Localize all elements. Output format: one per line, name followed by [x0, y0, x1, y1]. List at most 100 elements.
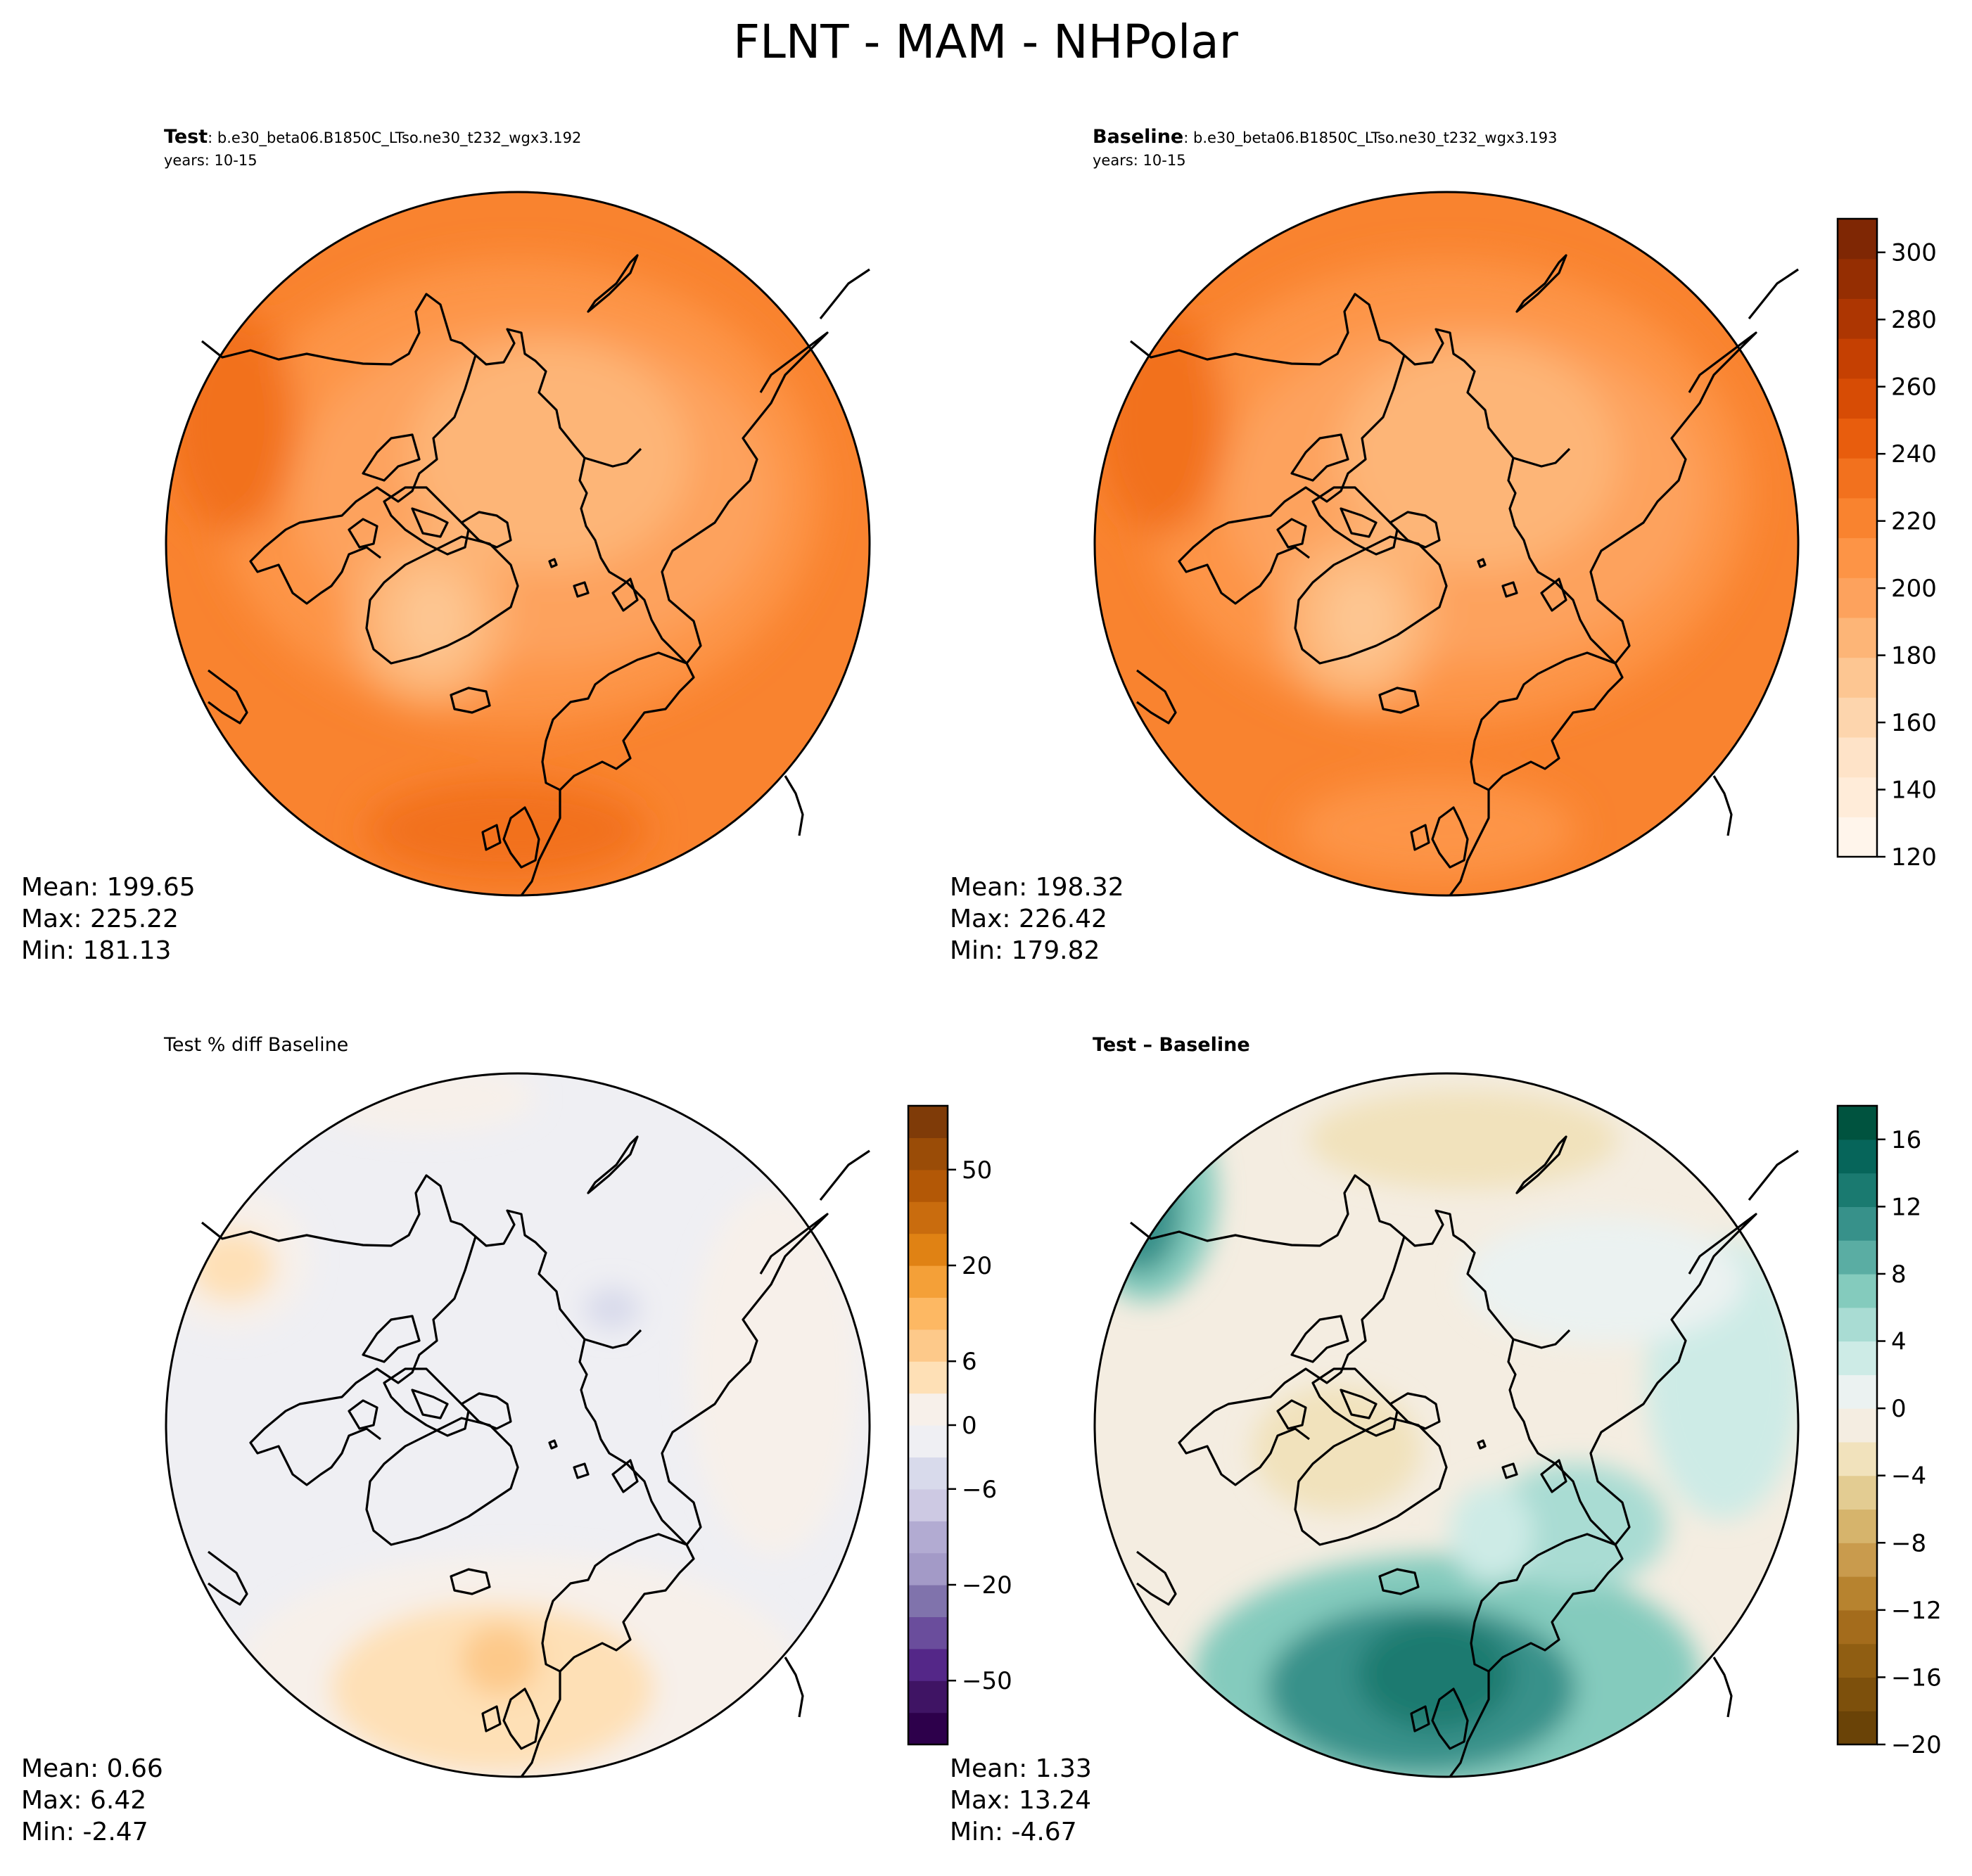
colorbar-pct-swatch — [908, 1361, 948, 1394]
colorbar-diff-swatch — [1838, 1643, 1877, 1678]
colorbar-diff-tick-label: −4 — [1891, 1462, 1926, 1491]
panel-pct-diff-min: Min: -2.47 — [21, 1818, 148, 1846]
colorbar-abs-tick-label: 120 — [1891, 843, 1937, 872]
colorbar-abs-swatch — [1838, 418, 1877, 459]
colorbar-diff-swatch — [1838, 1374, 1877, 1409]
colorbar-abs-swatch — [1838, 497, 1877, 539]
colorbar-diff: 16 12 8 4 0 −4 −8 −12 −16 −20 — [1836, 1104, 1942, 1759]
map-baseline — [1095, 192, 1798, 895]
colorbar-diff-swatch — [1838, 1677, 1877, 1711]
map-test — [166, 192, 870, 895]
colorbar-pct-tick-label: −6 — [962, 1476, 997, 1504]
colorbar-diff-swatch — [1838, 1408, 1877, 1443]
panel-baseline-title: Baseline: b.e30_beta06.B1850C_LTso.ne30_… — [1093, 126, 1557, 148]
colorbar-abs-tick-label: 280 — [1891, 306, 1937, 334]
colorbar-diff-swatch — [1838, 1173, 1877, 1207]
panel-baseline-min: Min: 179.82 — [950, 936, 1100, 965]
colorbar-pct-swatch — [908, 1297, 948, 1330]
colorbar-pct-swatch — [908, 1521, 948, 1554]
colorbar-abs-swatch — [1838, 697, 1877, 738]
colorbar-pct-swatch — [908, 1106, 948, 1138]
colorbar-pct-swatch — [908, 1201, 948, 1234]
colorbar-diff-swatch — [1838, 1609, 1877, 1645]
colorbar-abs-tick-label: 300 — [1891, 239, 1937, 267]
colorbar-abs-tick-label: 140 — [1891, 777, 1937, 805]
panel-test: Test: b.e30_beta06.B1850C_LTso.ne30_t232… — [21, 126, 871, 965]
colorbar-pct-swatch — [908, 1648, 948, 1681]
panel-test-subtitle: years: 10-15 — [164, 152, 257, 169]
map-diff — [1095, 1073, 1798, 1777]
colorbar-diff-swatch — [1838, 1509, 1877, 1543]
colorbar-abs-swatch — [1838, 578, 1877, 618]
colorbar-abs-swatch — [1838, 298, 1877, 339]
colorbar-diff-tick-label: 8 — [1891, 1261, 1907, 1289]
colorbar-pct-tick-label: 0 — [962, 1412, 977, 1440]
colorbar-pct-swatch — [908, 1137, 948, 1170]
colorbar-pct-tick-label: −50 — [962, 1667, 1012, 1695]
panel-pct-diff-title: Test % diff Baseline — [163, 1034, 348, 1056]
colorbar-pct-tick-label: 6 — [962, 1348, 977, 1376]
colorbar-diff-swatch — [1838, 1441, 1877, 1476]
colorbar-diff-swatch — [1838, 1273, 1877, 1308]
panel-pct-diff-mean: Mean: 0.66 — [21, 1754, 163, 1783]
colorbar-abs-swatch — [1838, 258, 1877, 299]
colorbar-abs-tick-label: 160 — [1891, 709, 1937, 737]
colorbar-abs-tick-label: 220 — [1891, 508, 1937, 536]
colorbar-abs-tick-label: 260 — [1891, 374, 1937, 402]
colorbar-pct-swatch — [908, 1585, 948, 1617]
colorbar-pct-swatch — [908, 1680, 948, 1714]
colorbar-pct-tick-label: 50 — [962, 1156, 992, 1185]
colorbar-pct-swatch — [908, 1233, 948, 1266]
colorbar-pct-swatch — [908, 1552, 948, 1585]
colorbar-pct-swatch — [908, 1425, 948, 1457]
colorbar-pct-swatch — [908, 1457, 948, 1490]
panel-baseline-mean: Mean: 198.32 — [950, 873, 1124, 902]
colorbar-diff-tick-label: −12 — [1891, 1597, 1942, 1625]
panel-test-min: Min: 181.13 — [21, 936, 171, 965]
panel-diff-min: Min: -4.67 — [950, 1818, 1077, 1846]
panel-test-title: Test: b.e30_beta06.B1850C_LTso.ne30_t232… — [164, 126, 581, 148]
panel-test-mean: Mean: 199.65 — [21, 873, 196, 902]
colorbar-abs-swatch — [1838, 219, 1877, 260]
colorbar-diff-swatch — [1838, 1711, 1877, 1745]
colorbar-diff-tick-label: −8 — [1891, 1529, 1926, 1557]
colorbar-abs-swatch — [1838, 617, 1877, 658]
colorbar-diff-tick-label: 12 — [1891, 1193, 1921, 1221]
colorbar-diff-swatch — [1838, 1475, 1877, 1510]
colorbar-abs-swatch — [1838, 817, 1877, 857]
panel-diff-title: Test – Baseline — [1093, 1034, 1250, 1056]
panel-baseline-max: Max: 226.42 — [950, 905, 1107, 933]
colorbar-diff-swatch — [1838, 1341, 1877, 1375]
panel-baseline-subtitle: years: 10-15 — [1093, 152, 1186, 169]
colorbar-abs-swatch — [1838, 458, 1877, 499]
panel-pct-diff-max: Max: 6.42 — [21, 1786, 146, 1815]
colorbar-abs-tick-label: 200 — [1891, 575, 1937, 603]
colorbar-pct-swatch — [908, 1616, 948, 1650]
colorbar-abs-swatch — [1838, 777, 1877, 817]
colorbar-pct-swatch — [908, 1329, 948, 1362]
panel-diff-mean: Mean: 1.33 — [950, 1754, 1092, 1783]
panel-diff: Test – Baseline Mean: 1.33 Max: 13.24 Mi… — [950, 1034, 1800, 1846]
colorbar-diff-tick-label: −16 — [1891, 1664, 1942, 1692]
colorbar-diff-swatch — [1838, 1139, 1877, 1174]
colorbar-diff-tick-label: −20 — [1891, 1731, 1942, 1759]
panel-pct-diff: Test % diff Baseline Mean: 0.66 Max: 6.4… — [21, 1034, 871, 1846]
panel-diff-max: Max: 13.24 — [950, 1786, 1091, 1815]
panel-baseline: Baseline: b.e30_beta06.B1850C_LTso.ne30_… — [950, 126, 1800, 965]
figure-title: FLNT - MAM - NHPolar — [733, 15, 1239, 69]
colorbar-abs-swatch — [1838, 338, 1877, 379]
colorbar-pct-swatch — [908, 1488, 948, 1521]
colorbar-pct-swatch — [908, 1265, 948, 1298]
colorbar-diff-tick-label: 4 — [1891, 1328, 1907, 1356]
panel-test-max: Max: 225.22 — [21, 905, 179, 933]
colorbar-abs-swatch — [1838, 378, 1877, 419]
colorbar-diff-swatch — [1838, 1543, 1877, 1577]
colorbar-abs-tick-label: 240 — [1891, 440, 1937, 468]
colorbar-abs-swatch — [1838, 657, 1877, 698]
colorbar-pct-swatch — [908, 1393, 948, 1426]
colorbar-pct-swatch — [908, 1712, 948, 1745]
colorbar-diff-swatch — [1838, 1240, 1877, 1275]
colorbar-pct-diff: 50 20 6 0 −6 −20 −50 — [907, 1104, 1012, 1746]
colorbar-diff-swatch — [1838, 1106, 1877, 1140]
